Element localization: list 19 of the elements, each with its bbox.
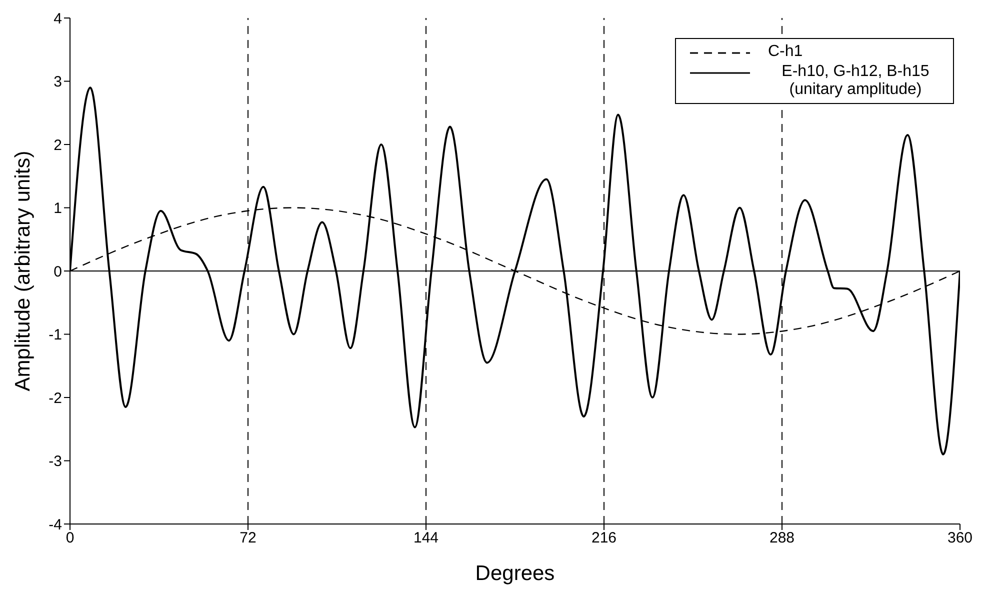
y-tick-label: -2 xyxy=(48,390,62,407)
y-tick-label: 3 xyxy=(54,74,62,91)
x-tick-label: 72 xyxy=(240,530,256,547)
y-tick-label: -1 xyxy=(48,326,62,344)
x-axis-title: Degrees xyxy=(475,562,555,585)
y-tick-label: 4 xyxy=(54,10,62,28)
y-tick-label: 1 xyxy=(54,200,62,218)
y-axis-title: Amplitude (arbitrary units) xyxy=(11,150,34,392)
x-tick-label: 144 xyxy=(413,530,439,547)
x-tick-label: 216 xyxy=(591,530,617,547)
y-tick-label: 2 xyxy=(54,136,62,154)
y-tick-label: -3 xyxy=(48,453,62,470)
y-tick-label: 0 xyxy=(54,263,62,280)
legend-label: C-h1 xyxy=(768,43,803,61)
legend-label: E-h10, G-h12, B-h15 (unitary amplitude) xyxy=(780,63,930,99)
x-tick-label: 0 xyxy=(66,530,74,547)
x-tick-label: 288 xyxy=(769,530,795,547)
y-tick-label: -4 xyxy=(48,516,62,534)
x-tick-label: 360 xyxy=(947,530,973,547)
